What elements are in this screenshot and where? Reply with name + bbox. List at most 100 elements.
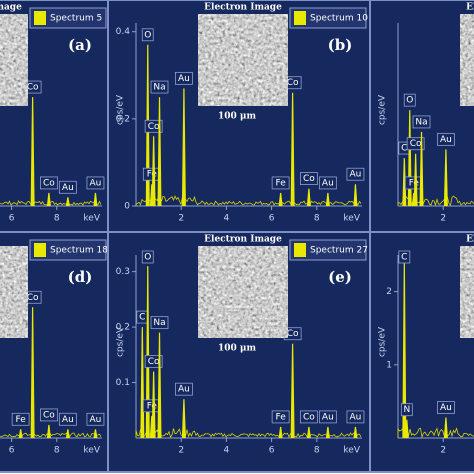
peak (413, 153, 418, 206)
peak (30, 307, 35, 438)
x-axis-label: keV (343, 446, 360, 456)
peak (278, 192, 283, 206)
peak-label: Au (322, 412, 334, 422)
peak (404, 419, 409, 438)
peak-label: Au (178, 385, 190, 395)
legend-label: Spectrum 27 (310, 246, 368, 256)
peak (151, 371, 156, 438)
peak-label: Co (148, 357, 160, 367)
peak-label-box (437, 401, 455, 414)
peak-label: O (406, 96, 413, 106)
peak (402, 262, 407, 438)
peak-label-box (11, 412, 30, 426)
peak-label: Au (62, 183, 74, 193)
peak (151, 136, 156, 206)
panel-label: (b) (328, 36, 353, 54)
peak (30, 97, 35, 206)
peak (18, 429, 23, 438)
baseline-noise (135, 427, 362, 438)
peak-label: Fe (147, 170, 158, 180)
peak-label: O (144, 30, 151, 40)
image-title: Electron Image (466, 235, 474, 245)
peak-label-box (58, 412, 77, 426)
x-tick-label: 6 (269, 446, 275, 456)
baseline-noise (397, 427, 474, 439)
peak (290, 343, 295, 438)
peak-label: Co (27, 83, 39, 93)
peak-label: Au (178, 74, 190, 84)
peak (46, 192, 51, 206)
peak-label: Na (415, 117, 427, 127)
peak-label-box (175, 71, 193, 85)
peak-label-box (406, 137, 425, 151)
peak-label: Co (303, 174, 315, 184)
peak (443, 417, 448, 438)
x-axis-label: keV (343, 214, 360, 224)
peak-label: Au (440, 403, 452, 413)
spectrum-panel: 2468keVFeCoCoAuAuSpectrum 18(d) (0, 231, 111, 473)
peak-label-box (346, 410, 365, 424)
peak (65, 197, 70, 206)
peak-label: Au (90, 178, 102, 188)
legend-swatch (34, 11, 46, 25)
x-tick-label: 6 (269, 214, 275, 224)
peak-label-box (39, 176, 58, 190)
peak-label: Co (43, 410, 55, 420)
peak (419, 131, 424, 206)
peak-label: Au (62, 415, 74, 425)
peak-label-box (86, 412, 105, 426)
peak-label: Au (90, 415, 102, 425)
peak-label: Co (27, 293, 39, 303)
peak (402, 158, 407, 206)
peak-label-box (412, 115, 431, 129)
peak-label-box (346, 167, 365, 181)
peak-label: Co (43, 178, 55, 188)
peak-label-box (271, 176, 290, 190)
x-tick-label: 2 (440, 446, 446, 456)
legend-box (29, 239, 107, 261)
spectrum-panel: 2 4 6 8 0.1 0.2 0.3 keV cps/eV C O Fe Co Na Au Fe Co Co Au… (107, 231, 371, 473)
peak (353, 426, 358, 438)
x-axis-label: keV (83, 446, 100, 456)
legend-swatch (294, 11, 306, 25)
peak (157, 332, 162, 438)
peak-label-box (400, 403, 413, 417)
peak-label: N (403, 405, 410, 415)
peak-label-box (318, 176, 337, 190)
peak-label: Fe (409, 178, 420, 188)
sem-image (459, 13, 474, 107)
baseline-noise (0, 432, 102, 438)
peak (290, 92, 295, 206)
peak-label: C (401, 253, 407, 263)
peak (306, 188, 311, 206)
peak-label-box (299, 172, 318, 185)
peak-label-box (403, 93, 416, 107)
peak-label: Fe (147, 401, 158, 411)
y-tick-label: 0.3 (116, 267, 130, 277)
peak (93, 429, 98, 438)
peak-label-box (150, 80, 169, 94)
peak-label: C (401, 144, 407, 154)
peak-label-box (271, 410, 290, 424)
peak (353, 184, 358, 206)
peak-label: O (144, 253, 151, 263)
peak (443, 149, 448, 206)
sem-image (0, 13, 29, 107)
peak-label: Au (350, 170, 362, 180)
peak-label-box (141, 28, 154, 42)
x-tick-label: 6 (9, 214, 15, 224)
x-tick-label: 4 (224, 214, 230, 224)
peak-label-box (144, 355, 163, 368)
peak-label-box (318, 410, 337, 424)
legend-label: Spectrum 18 (50, 246, 108, 256)
spectrum-panel: 246812keVcps/eVCNAuElectron Image (369, 231, 474, 473)
y-tick-label: 0.1 (116, 378, 130, 388)
x-tick-label: 8 (314, 446, 320, 456)
legend-swatch (294, 243, 306, 257)
sem-image (0, 245, 29, 339)
scale-label: 100 μm (218, 112, 257, 122)
peak (157, 97, 162, 206)
sem-image (197, 245, 289, 339)
peak (181, 399, 186, 438)
y-tick-label: 0.2 (116, 114, 130, 124)
